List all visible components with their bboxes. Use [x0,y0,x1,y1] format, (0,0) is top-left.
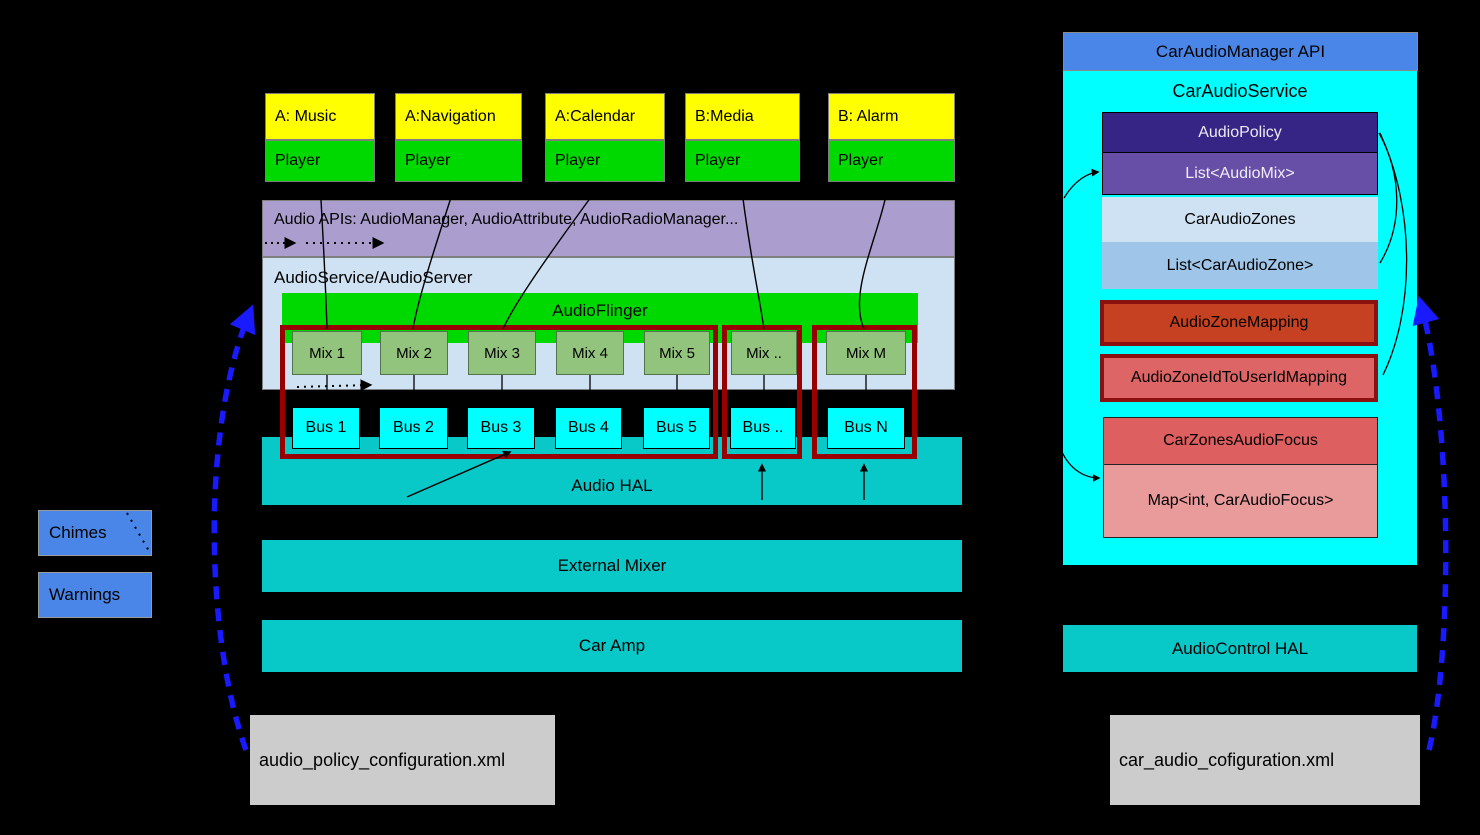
audio-zone-id-to-user-id-mapping-box: AudioZoneIdToUserIdMapping [1100,354,1378,402]
car-audio-zones-box: CarAudioZones [1102,197,1378,242]
mix-box-1: Mix 1 [292,331,362,375]
external-mixer-bar: External Mixer [262,540,962,592]
car-amp-bar: Car Amp [262,620,962,672]
mix-box-4: Mix 4 [556,331,624,375]
mix-box-dots: Mix .. [731,331,797,375]
mix-box-2: Mix 2 [380,331,448,375]
bus-box-4: Bus 4 [555,407,622,449]
bus-box-n: Bus N [827,407,905,449]
bus-box-dots: Bus .. [730,407,796,449]
mix-box-5: Mix 5 [644,331,710,375]
app-player-navigation: Player [395,140,522,182]
audio-service-label: AudioService/AudioServer [274,268,473,287]
app-player-calendar: Player [545,140,665,182]
bus-box-1: Bus 1 [292,407,360,449]
bus-box-5: Bus 5 [643,407,710,449]
list-car-audio-zone-box: List<CarAudioZone> [1102,242,1378,289]
car-audio-manager-api-header: CarAudioManager API [1063,32,1418,71]
audio-policy-configuration-file: audio_policy_configuration.xml [250,715,555,805]
list-audio-mix-box: List<AudioMix> [1102,152,1378,195]
app-box-media: B:Media [685,93,800,140]
audio-hal-label: Audio HAL [571,476,653,495]
audio-apis-bar: Audio APIs: AudioManager, AudioAttribute… [262,200,955,257]
app-player-alarm: Player [828,140,955,182]
dashed-arrow-car-audio-config [1412,296,1449,751]
app-player-music: Player [265,140,375,182]
audio-zone-mapping-box: AudioZoneMapping [1100,300,1378,346]
car-audio-service-label: CarAudioService [1172,81,1308,101]
app-box-alarm: B: Alarm [828,93,955,140]
app-box-calendar: A:Calendar [545,93,665,140]
car-audio-configuration-file: car_audio_cofiguration.xml [1110,715,1420,805]
car-zones-audio-focus-box: CarZonesAudioFocus [1103,417,1378,464]
mix-box-3: Mix 3 [468,331,536,375]
warnings-box: Warnings [38,572,152,618]
bus-box-2: Bus 2 [379,407,448,449]
chimes-box: Chimes [38,510,152,556]
app-box-navigation: A:Navigation [395,93,522,140]
audio-policy-box: AudioPolicy [1102,112,1378,152]
map-int-car-audio-focus-box: Map<int, CarAudioFocus> [1103,464,1378,538]
app-player-media: Player [685,140,800,182]
audiocontrol-hal-bar: AudioControl HAL [1063,625,1417,672]
app-box-music: A: Music [265,93,375,140]
dashed-arrow-audio-policy-config [211,304,256,751]
bus-box-3: Bus 3 [467,407,535,449]
mix-box-m: Mix M [826,331,906,375]
